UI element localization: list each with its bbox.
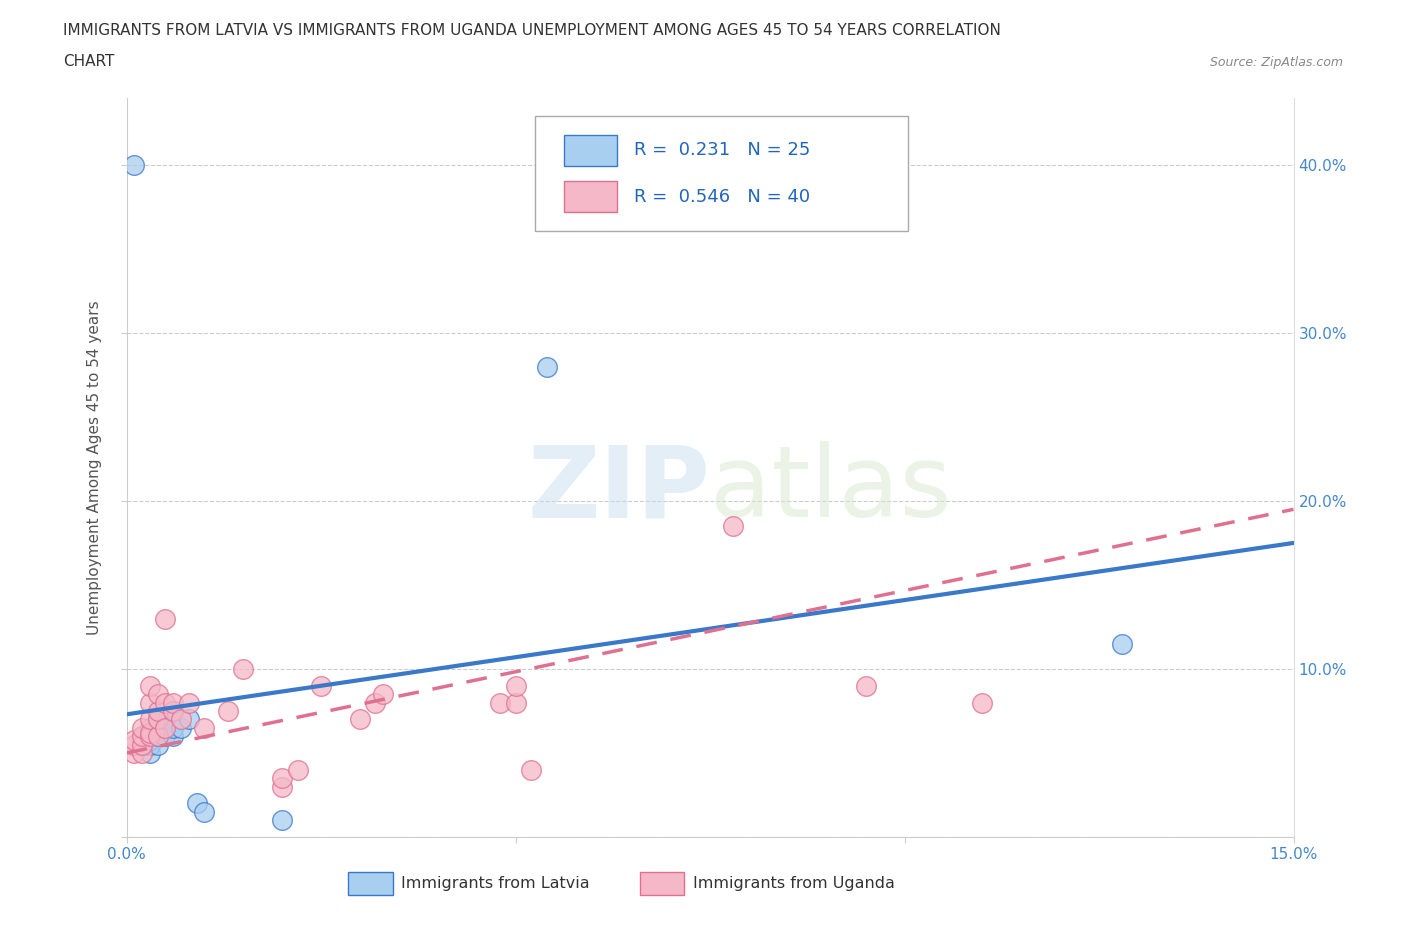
Point (162, 721, 184, 736)
Point (124, 157, 146, 172)
Point (124, 732, 146, 747)
Point (139, 746, 162, 761)
Point (271, 779, 294, 794)
Text: Immigrants from Latvia: Immigrants from Latvia (401, 876, 589, 891)
Point (131, 737, 153, 752)
Text: R =  0.546   N = 40: R = 0.546 N = 40 (634, 188, 810, 206)
Point (139, 737, 162, 752)
FancyBboxPatch shape (534, 116, 908, 231)
Point (146, 712, 169, 727)
Point (146, 712, 169, 727)
Point (489, 695, 512, 710)
Point (139, 712, 162, 727)
Point (373, 686, 395, 701)
Point (139, 725, 162, 740)
Point (155, 729, 177, 744)
Point (505, 695, 527, 710)
Point (139, 732, 162, 747)
Point (271, 771, 294, 786)
Point (723, 519, 745, 534)
Text: atlas: atlas (710, 441, 952, 538)
Point (271, 813, 294, 828)
Point (139, 721, 162, 736)
Point (155, 712, 177, 727)
Point (972, 695, 994, 710)
Point (170, 712, 193, 727)
Point (309, 678, 332, 693)
Point (177, 712, 200, 727)
Y-axis label: Unemployment Among Ages 45 to 54 years: Unemployment Among Ages 45 to 54 years (87, 300, 103, 634)
Point (131, 721, 153, 736)
Text: Immigrants from Uganda: Immigrants from Uganda (693, 876, 894, 891)
Point (139, 729, 162, 744)
Point (162, 729, 184, 744)
Point (139, 678, 162, 693)
Text: CHART: CHART (63, 54, 115, 69)
Text: ZIP: ZIP (527, 441, 710, 538)
Point (536, 359, 558, 374)
Point (162, 703, 184, 718)
Bar (349, 872, 392, 895)
Point (193, 721, 215, 736)
Point (349, 712, 371, 727)
Point (155, 611, 177, 626)
Point (146, 703, 169, 718)
Point (146, 729, 169, 744)
Point (186, 796, 208, 811)
Point (139, 695, 162, 710)
Bar (564, 181, 617, 212)
Point (162, 703, 184, 718)
Point (170, 721, 193, 736)
Point (193, 804, 215, 819)
Point (364, 695, 387, 710)
Point (155, 721, 177, 736)
Point (855, 678, 877, 693)
Point (131, 729, 153, 744)
Point (131, 737, 153, 752)
Text: IMMIGRANTS FROM LATVIA VS IMMIGRANTS FROM UGANDA UNEMPLOYMENT AMONG AGES 45 TO 5: IMMIGRANTS FROM LATVIA VS IMMIGRANTS FRO… (63, 23, 1001, 38)
Point (505, 678, 527, 693)
Text: R =  0.231   N = 25: R = 0.231 N = 25 (634, 141, 810, 159)
Point (155, 721, 177, 736)
Point (520, 763, 543, 777)
Point (217, 703, 239, 718)
Bar (640, 872, 685, 895)
Bar (564, 135, 617, 166)
Point (177, 695, 200, 710)
Point (146, 729, 169, 744)
Point (131, 729, 153, 744)
Point (131, 746, 153, 761)
Point (124, 737, 146, 752)
Point (287, 763, 309, 777)
Point (124, 746, 146, 761)
Point (155, 695, 177, 710)
Point (162, 695, 184, 710)
Point (146, 721, 169, 736)
Point (146, 686, 169, 701)
Point (139, 725, 162, 740)
Point (146, 737, 169, 752)
Point (1111, 636, 1133, 651)
Text: Source: ZipAtlas.com: Source: ZipAtlas.com (1209, 56, 1343, 69)
Point (232, 661, 254, 676)
